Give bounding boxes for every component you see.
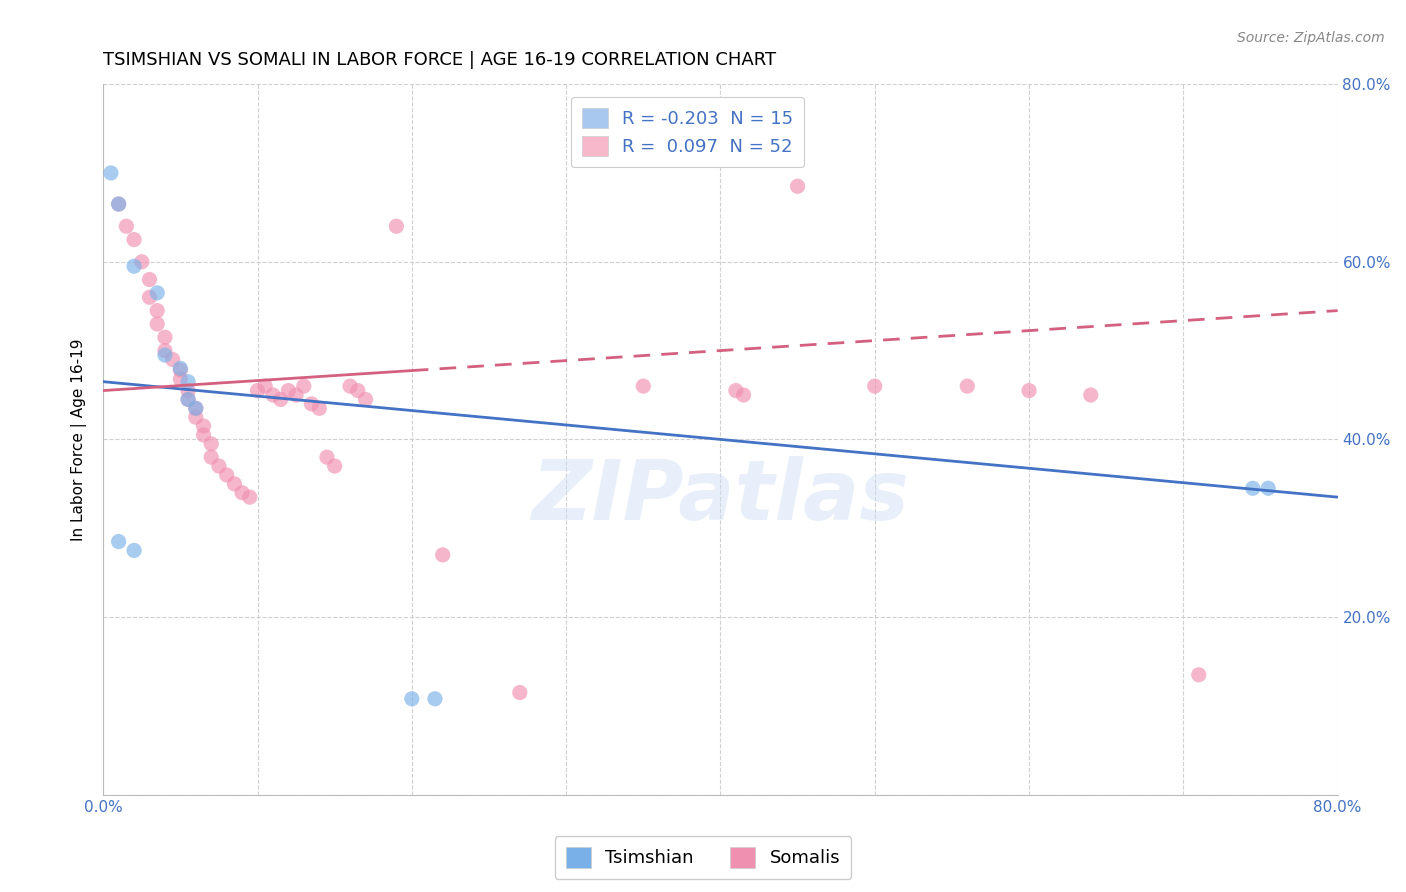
Point bbox=[308, 401, 330, 416]
Point bbox=[733, 388, 755, 402]
Point bbox=[239, 490, 262, 504]
Point bbox=[231, 485, 253, 500]
Point bbox=[301, 397, 323, 411]
Point bbox=[162, 352, 184, 367]
Point bbox=[153, 330, 176, 344]
Point bbox=[107, 197, 129, 211]
Point bbox=[401, 691, 423, 706]
Text: ZIPatlas: ZIPatlas bbox=[531, 456, 910, 537]
Point bbox=[193, 428, 215, 442]
Point bbox=[1018, 384, 1040, 398]
Point bbox=[153, 343, 176, 358]
Point bbox=[246, 384, 269, 398]
Point bbox=[177, 384, 200, 398]
Point bbox=[786, 179, 808, 194]
Point bbox=[177, 375, 200, 389]
Point bbox=[354, 392, 377, 407]
Point bbox=[863, 379, 886, 393]
Point bbox=[1241, 481, 1264, 495]
Point bbox=[146, 303, 169, 318]
Y-axis label: In Labor Force | Age 16-19: In Labor Force | Age 16-19 bbox=[72, 338, 87, 541]
Point bbox=[1080, 388, 1102, 402]
Point bbox=[200, 437, 222, 451]
Point bbox=[323, 458, 346, 473]
Point bbox=[169, 372, 191, 386]
Point bbox=[107, 197, 129, 211]
Point bbox=[316, 450, 339, 465]
Point bbox=[277, 384, 299, 398]
Point bbox=[339, 379, 361, 393]
Point bbox=[153, 348, 176, 362]
Point bbox=[184, 401, 207, 416]
Point bbox=[146, 285, 169, 300]
Point bbox=[285, 388, 308, 402]
Point bbox=[131, 254, 153, 268]
Point bbox=[956, 379, 979, 393]
Point bbox=[385, 219, 408, 234]
Text: TSIMSHIAN VS SOMALI IN LABOR FORCE | AGE 16-19 CORRELATION CHART: TSIMSHIAN VS SOMALI IN LABOR FORCE | AGE… bbox=[103, 51, 776, 69]
Legend: R = -0.203  N = 15, R =  0.097  N = 52: R = -0.203 N = 15, R = 0.097 N = 52 bbox=[571, 96, 804, 168]
Point bbox=[115, 219, 138, 234]
Point bbox=[107, 534, 129, 549]
Text: Source: ZipAtlas.com: Source: ZipAtlas.com bbox=[1237, 31, 1385, 45]
Point bbox=[724, 384, 747, 398]
Point bbox=[1188, 667, 1211, 681]
Point bbox=[169, 363, 191, 377]
Point bbox=[633, 379, 655, 393]
Point bbox=[122, 543, 145, 558]
Point bbox=[146, 317, 169, 331]
Point bbox=[177, 392, 200, 407]
Point bbox=[138, 290, 160, 304]
Point bbox=[262, 388, 284, 402]
Point bbox=[270, 392, 292, 407]
Point bbox=[122, 259, 145, 273]
Point bbox=[184, 401, 207, 416]
Point bbox=[292, 379, 315, 393]
Point bbox=[138, 272, 160, 286]
Point bbox=[177, 392, 200, 407]
Legend: Tsimshian, Somalis: Tsimshian, Somalis bbox=[555, 836, 851, 879]
Point bbox=[208, 458, 231, 473]
Point bbox=[432, 548, 454, 562]
Point bbox=[200, 450, 222, 465]
Point bbox=[509, 685, 531, 699]
Point bbox=[169, 361, 191, 376]
Point bbox=[1257, 481, 1279, 495]
Point bbox=[100, 166, 122, 180]
Point bbox=[423, 691, 446, 706]
Point bbox=[346, 384, 368, 398]
Point bbox=[122, 233, 145, 247]
Point bbox=[193, 419, 215, 434]
Point bbox=[254, 379, 277, 393]
Point bbox=[184, 410, 207, 425]
Point bbox=[224, 476, 246, 491]
Point bbox=[215, 467, 238, 482]
